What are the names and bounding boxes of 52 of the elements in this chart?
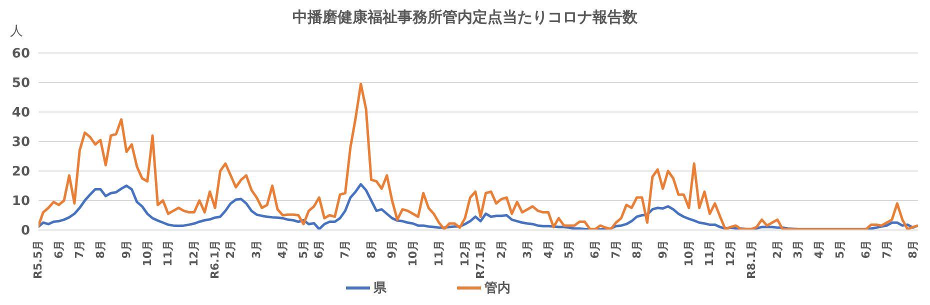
x-tick-label: 8月 [630, 240, 644, 259]
x-tick-label: 12月 [724, 240, 738, 266]
x-tick-label: 5月 [562, 240, 576, 259]
x-tick-label: 7月 [73, 240, 86, 259]
x-tick-label: R7.1月 [474, 240, 488, 279]
x-tick-label: 6月 [312, 240, 326, 259]
x-tick-label: 8月 [364, 240, 378, 259]
x-tick-label: 8月 [906, 240, 920, 259]
x-tick-label: 5月 [297, 240, 310, 259]
x-tick-label: 9月 [386, 240, 399, 259]
legend-label: 管内 [484, 280, 510, 296]
x-tick-label: 3月 [250, 240, 264, 259]
x-tick-label: 2月 [224, 240, 238, 259]
x-tick-label: 9月 [120, 240, 134, 259]
x-tick-label: 12月 [188, 240, 201, 266]
x-tick-label: 6月 [859, 240, 872, 259]
line-series [38, 82, 918, 230]
x-tick-label: 3月 [520, 240, 534, 259]
x-tick-label: R5.5月 [32, 240, 44, 279]
x-tick-label: 4月 [542, 240, 555, 259]
y-tick-label: 30 [12, 135, 30, 150]
x-tick-label: 3月 [792, 240, 805, 259]
x-tick-label: 10月 [682, 240, 696, 266]
x-tick-label: 2月 [770, 240, 784, 259]
x-tick-label: 7月 [880, 240, 894, 259]
x-tick-label: 9月 [656, 240, 670, 259]
x-tick-label: 4月 [812, 240, 826, 259]
y-tick-label: 0 [20, 224, 30, 239]
x-tick-label: 11月 [432, 240, 446, 266]
x-tick-label: 10月 [140, 240, 154, 266]
x-tick-label: 11月 [162, 240, 175, 266]
y-tick-label: 60 [12, 46, 30, 62]
x-tick-label: 6月 [52, 240, 66, 259]
x-tick-label: 7月 [609, 240, 622, 259]
x-tick-label: R6.1月 [208, 240, 222, 279]
legend-label: 県 [374, 280, 386, 296]
x-tick-label: 2月 [494, 240, 508, 259]
x-tick-label: 11月 [703, 240, 716, 266]
x-tick-label: 10月 [406, 240, 420, 266]
x-tick-label: 8月 [94, 240, 107, 259]
x-tick-label: 6月 [588, 240, 602, 259]
x-tick-label: 4月 [276, 240, 290, 259]
y-tick-label: 20 [12, 164, 30, 180]
x-tick-label: 7月 [338, 240, 352, 259]
y-tick-label: 10 [12, 194, 30, 210]
y-tick-label: 50 [12, 76, 30, 92]
y-axis-title: 人 [10, 23, 23, 40]
chart-title: 中播磨健康福祉事務所管内定点当たりコロナ報告数 [292, 8, 638, 26]
y-tick-label: 40 [12, 106, 30, 121]
x-tick-label: R8.1月 [744, 240, 758, 279]
x-tick-label: 12月 [458, 240, 472, 266]
x-tick-label: 5月 [833, 240, 846, 259]
